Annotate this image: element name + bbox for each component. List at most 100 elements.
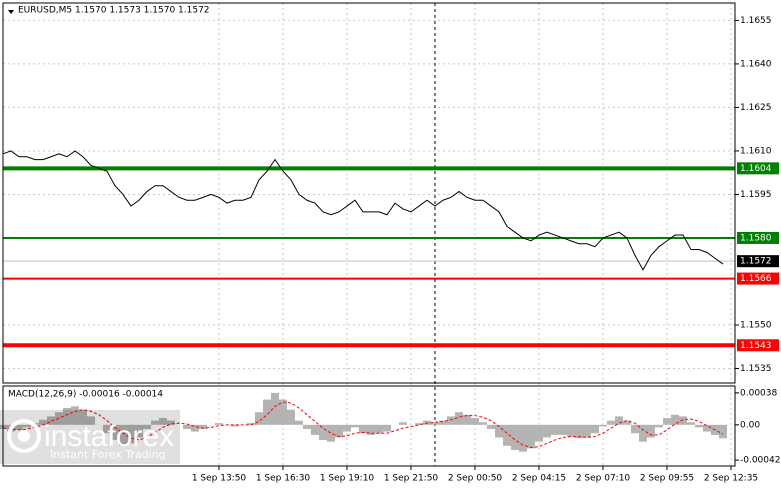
macd-bar bbox=[199, 424, 207, 430]
macd-bar bbox=[455, 412, 463, 425]
macd-bar bbox=[351, 424, 359, 428]
macd-bar bbox=[543, 424, 551, 438]
macd-bar bbox=[415, 423, 423, 425]
macd-bar bbox=[647, 424, 655, 438]
x-tick-label: 2 Sep 00:50 bbox=[448, 474, 503, 484]
macd-bar bbox=[567, 424, 575, 437]
macd-bar bbox=[159, 418, 167, 425]
macd-bar bbox=[487, 424, 495, 430]
menu-arrow bbox=[8, 10, 14, 14]
macd-bar bbox=[383, 424, 391, 432]
macd-bar bbox=[575, 424, 583, 439]
x-tick-label: 1 Sep 19:10 bbox=[320, 474, 375, 484]
macd-bar bbox=[367, 424, 375, 435]
macd-bar bbox=[247, 423, 255, 425]
macd-bar bbox=[463, 414, 471, 425]
level-label: 1.1604 bbox=[740, 164, 772, 174]
main-frame bbox=[2, 2, 736, 384]
x-tick-label: 2 Sep 12:35 bbox=[704, 474, 758, 484]
macd-frame bbox=[2, 385, 736, 467]
macd-bar bbox=[87, 416, 95, 425]
logo-icon-core bbox=[18, 430, 30, 442]
macd-bar bbox=[671, 414, 679, 425]
macd-bar bbox=[191, 424, 199, 432]
macd-bar bbox=[551, 424, 559, 435]
y-tick-label: 1.1655 bbox=[740, 16, 772, 26]
price-line bbox=[2, 150, 724, 271]
macd-bar bbox=[591, 424, 599, 434]
level-label-box bbox=[737, 339, 779, 352]
x-tick-label: 1 Sep 21:50 bbox=[384, 474, 439, 484]
signal-line bbox=[2, 401, 724, 449]
macd-bar bbox=[599, 424, 607, 427]
macd-bar bbox=[327, 424, 335, 442]
macd-bar bbox=[151, 420, 159, 425]
macd-bar bbox=[215, 423, 223, 425]
macd-bar bbox=[319, 424, 327, 440]
macd-bar bbox=[519, 424, 527, 452]
macd-bar bbox=[479, 422, 487, 425]
macd-bar bbox=[231, 424, 239, 427]
y-tick-label: 1.1625 bbox=[740, 103, 772, 113]
macd-bar bbox=[335, 424, 343, 438]
macd-bar bbox=[263, 399, 271, 425]
level-label-box bbox=[737, 272, 779, 285]
macd-bar bbox=[503, 424, 511, 446]
chart-title: EURUSD,M5 1.1570 1.1573 1.1570 1.1572 bbox=[18, 6, 210, 16]
current-price-box bbox=[737, 255, 779, 268]
macd-bar bbox=[359, 424, 367, 434]
logo: instaforex Instant Forex Trading bbox=[0, 410, 180, 464]
level-label: 1.1543 bbox=[740, 341, 772, 351]
macd-bar bbox=[311, 424, 319, 435]
x-tick-label: 1 Sep 16:30 bbox=[256, 474, 311, 484]
macd-bar bbox=[703, 424, 711, 432]
macd-bar bbox=[271, 392, 279, 425]
macd-bar bbox=[607, 420, 615, 425]
macd-bar bbox=[135, 424, 143, 438]
macd-bar bbox=[615, 416, 623, 425]
macd-bar bbox=[527, 424, 535, 449]
macd-bar bbox=[663, 418, 671, 425]
macd-bar bbox=[103, 424, 111, 434]
macd-bar bbox=[23, 424, 31, 428]
x-tick-label: 2 Sep 04:15 bbox=[512, 474, 566, 484]
macd-bar bbox=[167, 420, 175, 425]
level-label-box bbox=[737, 162, 779, 175]
level-label: 1.1580 bbox=[740, 233, 772, 243]
logo-icon bbox=[7, 419, 41, 453]
macd-bar bbox=[47, 416, 55, 425]
macd-bar bbox=[471, 418, 479, 425]
macd-title: MACD(12,26,9) -0.00016 -0.00014 bbox=[8, 390, 163, 400]
macd-bar bbox=[695, 424, 703, 428]
macd-bar bbox=[295, 420, 303, 425]
macd-bar bbox=[623, 420, 631, 425]
macd-bar bbox=[375, 424, 383, 434]
macd-bar bbox=[39, 419, 47, 425]
macd-bar bbox=[719, 424, 727, 439]
y-tick-label: -0.00042 bbox=[740, 456, 780, 466]
logo-backdrop bbox=[0, 410, 180, 464]
macd-bar bbox=[495, 424, 503, 438]
macd-bar bbox=[631, 424, 639, 434]
macd-bar bbox=[687, 422, 695, 425]
macd-bar bbox=[287, 409, 295, 425]
grid bbox=[3, 3, 735, 466]
level-label: 1.1566 bbox=[740, 274, 772, 284]
macd-bar bbox=[639, 424, 647, 442]
current-price-label: 1.1572 bbox=[740, 257, 772, 267]
macd-bar bbox=[447, 416, 455, 425]
macd-bar bbox=[255, 412, 263, 425]
logo-name: instaforex bbox=[44, 420, 174, 453]
y-tick-label: 1.1610 bbox=[740, 146, 772, 156]
macd-bar bbox=[79, 409, 87, 425]
macd-bar bbox=[511, 424, 519, 451]
macd-bar bbox=[303, 424, 311, 430]
macd-bar bbox=[279, 399, 287, 425]
macd-bar bbox=[127, 424, 135, 444]
y-tick-label: 0.00 bbox=[740, 420, 760, 430]
x-tick-label: 2 Sep 09:55 bbox=[640, 474, 694, 484]
y-tick-label: 0.00038 bbox=[740, 388, 777, 398]
macd-bar bbox=[71, 406, 79, 425]
